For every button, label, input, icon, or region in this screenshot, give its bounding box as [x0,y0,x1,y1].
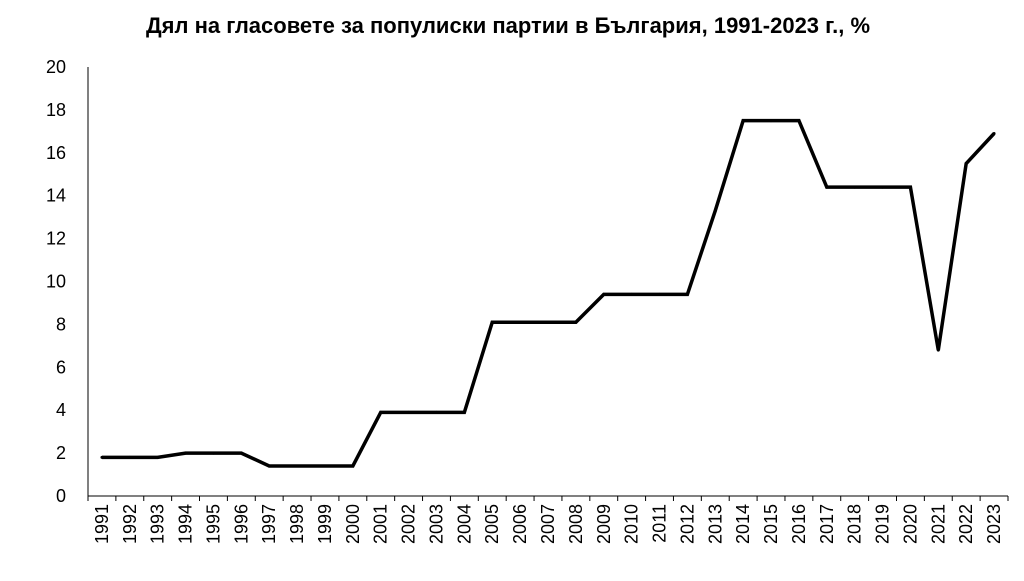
x-tick-label: 2010 [622,504,642,544]
data-point [128,455,132,459]
x-tick-label: 2005 [482,504,502,544]
x-tick-label: 1996 [231,504,251,544]
data-point [685,292,689,296]
x-tick-label: 1997 [259,504,279,544]
x-axis-ticks: 1991 1992 1993 1994 1995 1996 1997 1998 1999 2000… [92,504,1004,544]
y-tick-label: 20 [46,57,66,77]
x-tick-label: 2009 [594,504,614,544]
data-point [462,410,466,414]
x-tick-label: 1993 [148,504,168,544]
data-point [602,292,606,296]
x-tick-label: 2001 [371,504,391,544]
y-tick-label: 8 [56,314,66,334]
data-point [713,209,717,213]
data-point [379,410,383,414]
x-tick-label: 2000 [343,504,363,544]
x-tick-label: 2023 [984,504,1004,544]
x-tick-label: 2020 [900,504,920,544]
x-tick-label: 2011 [650,504,670,543]
y-tick-label: 14 [46,186,66,206]
data-point [351,464,355,468]
x-tick-label: 1995 [203,504,223,544]
x-tick-label: 2016 [789,504,809,544]
x-tick-label: 1992 [120,504,140,544]
y-tick-label: 4 [56,400,66,420]
x-tick-label: 2019 [873,504,893,544]
data-points [100,119,996,468]
data-point [323,464,327,468]
data-point [295,464,299,468]
y-tick-label: 12 [46,229,66,249]
data-point [908,185,912,189]
data-point [630,292,634,296]
data-point [964,162,968,166]
x-tick-label: 2018 [845,504,865,544]
data-point [546,320,550,324]
y-axis-ticks: 0 2 4 6 8 10 12 14 16 18 20 [46,57,66,506]
data-point [797,119,801,123]
data-point [184,451,188,455]
data-point [658,292,662,296]
y-tick-label: 6 [56,357,66,377]
x-tick-label: 1999 [315,504,335,544]
x-tick-label: 2015 [761,504,781,544]
data-point [267,464,271,468]
y-tick-label: 16 [46,143,66,163]
x-tick-label: 1994 [176,504,196,544]
x-tick-label: 2017 [817,504,837,544]
data-point [211,451,215,455]
data-point [741,119,745,123]
x-tick-label: 2013 [705,504,725,544]
data-point [518,320,522,324]
data-point [574,320,578,324]
data-point [769,119,773,123]
x-tick-label: 1991 [92,504,112,544]
x-tick-label: 2014 [733,504,753,544]
x-tick-label: 2012 [677,504,697,544]
data-point [936,348,940,352]
data-point [239,451,243,455]
data-point [407,410,411,414]
x-tick-label: 2021 [928,504,948,544]
data-point [100,455,104,459]
data-point [434,410,438,414]
y-tick-label: 10 [46,272,66,292]
series-line [101,118,996,468]
x-tick-label: 1998 [287,504,307,544]
x-tick-label: 2002 [399,504,419,544]
y-tick-label: 2 [56,443,66,463]
x-axis-tick-marks [87,496,1009,501]
x-tick-label: 2007 [538,504,558,544]
x-tick-label: 2008 [566,504,586,544]
y-tick-label: 0 [56,486,66,506]
data-point [825,185,829,189]
data-point [490,320,494,324]
data-point [156,455,160,459]
x-tick-label: 2006 [510,504,530,544]
x-tick-label: 2022 [956,504,976,544]
data-point [881,185,885,189]
x-tick-label: 2004 [454,504,474,544]
data-point [992,131,996,135]
x-tick-label: 2003 [426,504,446,544]
data-point [853,185,857,189]
y-tick-label: 18 [46,100,66,120]
chart-title: Дял на гласовете за популиски партии в Б… [146,13,870,38]
